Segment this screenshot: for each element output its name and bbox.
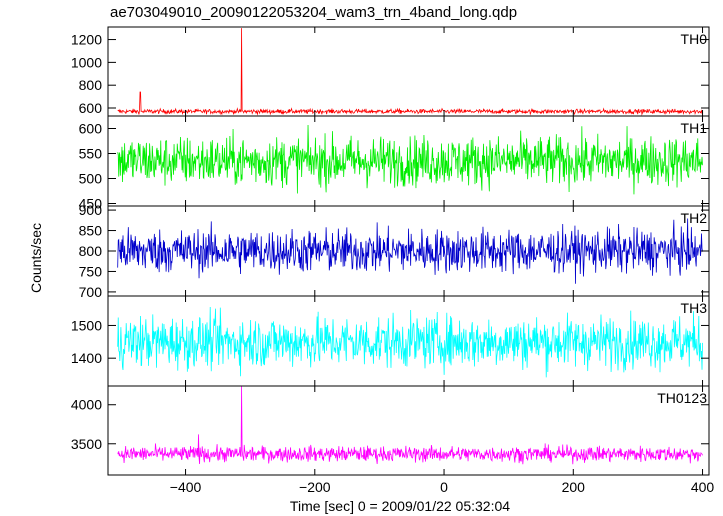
y-tick-label: 900 [79, 202, 103, 218]
x-tick-label: −200 [299, 479, 331, 495]
y-tick-label: 1400 [71, 350, 102, 366]
panel-label-th0123: TH0123 [657, 390, 707, 406]
y-tick-label: 1500 [71, 317, 102, 333]
y-tick-label: 1000 [71, 54, 102, 70]
y-tick-label: 800 [79, 243, 103, 259]
x-tick-label: 0 [440, 479, 448, 495]
y-tick-label: 750 [79, 263, 103, 279]
series-line-th1 [117, 124, 703, 195]
x-tick-label: −400 [170, 479, 202, 495]
panel-frame-th0123 [107, 385, 710, 476]
y-tick-label: 3500 [71, 436, 102, 452]
panel-label-th1: TH1 [681, 120, 708, 136]
y-tick-label: 500 [79, 171, 103, 187]
x-axis-label: Time [sec] 0 = 2009/01/22 05:32:04 [289, 498, 511, 514]
y-tick-label: 450 [79, 196, 103, 212]
x-tick-label: 400 [691, 479, 715, 495]
y-tick-label: 850 [79, 223, 103, 239]
panel-frame-th0 [107, 26, 710, 117]
series-line-th3 [117, 307, 703, 378]
y-tick-label: 800 [79, 77, 103, 93]
y-tick-label: 550 [79, 146, 103, 162]
panel-label-th0: TH0 [681, 31, 708, 47]
y-tick-label: 700 [79, 284, 103, 300]
figure-title: ae703049010_20090122053204_wam3_trn_4ban… [110, 4, 518, 21]
y-tick-label: 4000 [71, 397, 102, 413]
x-tick-label: 200 [562, 479, 586, 495]
y-tick-label: 600 [79, 100, 103, 116]
panel-label-th3: TH3 [681, 300, 708, 316]
y-tick-label: 1200 [71, 32, 102, 48]
series-line-th2 [117, 218, 703, 284]
panel-label-th2: TH2 [681, 210, 708, 226]
series-line-th0123 [117, 386, 703, 465]
series-line-th0 [117, 28, 703, 116]
y-tick-label: 600 [79, 121, 103, 137]
